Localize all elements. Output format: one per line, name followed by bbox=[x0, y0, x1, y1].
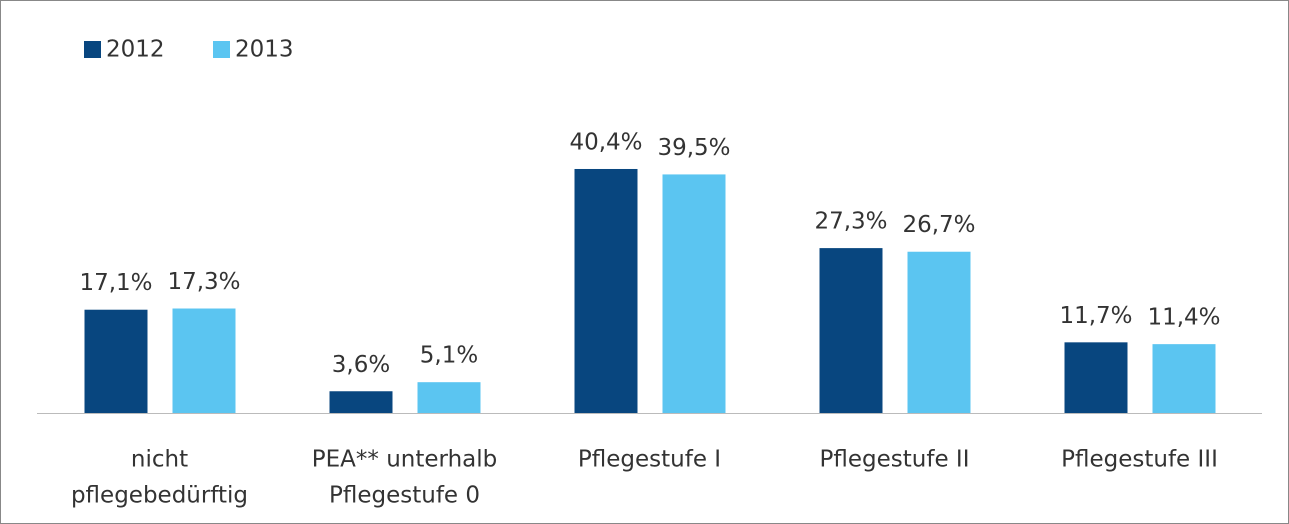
x-tick-label: Pflegestufe 0 bbox=[329, 483, 480, 509]
bar bbox=[84, 309, 148, 413]
data-label: 11,7% bbox=[1059, 303, 1132, 329]
bar bbox=[907, 251, 971, 413]
data-label: 5,1% bbox=[420, 343, 478, 369]
data-label: 11,4% bbox=[1147, 305, 1220, 331]
bar bbox=[819, 248, 883, 413]
bar bbox=[662, 174, 726, 413]
data-label: 39,5% bbox=[657, 135, 730, 161]
x-tick-label: Pflegestufe III bbox=[1061, 447, 1218, 473]
data-label: 3,6% bbox=[332, 352, 390, 378]
bar bbox=[1064, 342, 1128, 413]
bar bbox=[172, 308, 236, 413]
x-tick-label: PEA** unterhalb bbox=[312, 447, 497, 473]
x-tick-label: pflegebedürftig bbox=[71, 483, 248, 509]
data-label: 27,3% bbox=[814, 209, 887, 235]
legend-swatch bbox=[213, 41, 230, 58]
bar bbox=[417, 382, 481, 413]
legend-label: 2013 bbox=[235, 37, 294, 63]
legend-label: 2012 bbox=[106, 37, 165, 63]
data-label: 17,1% bbox=[79, 270, 152, 296]
bar bbox=[574, 168, 638, 413]
x-tick-label: Pflegestufe I bbox=[578, 447, 721, 473]
data-label: 26,7% bbox=[902, 212, 975, 238]
legend-swatch bbox=[84, 41, 101, 58]
x-tick-label: nicht bbox=[131, 447, 188, 473]
data-label: 40,4% bbox=[569, 129, 642, 155]
x-tick-label: Pflegestufe II bbox=[820, 447, 970, 473]
data-label: 17,3% bbox=[167, 269, 240, 295]
bar bbox=[329, 391, 393, 413]
bar bbox=[1152, 344, 1216, 413]
